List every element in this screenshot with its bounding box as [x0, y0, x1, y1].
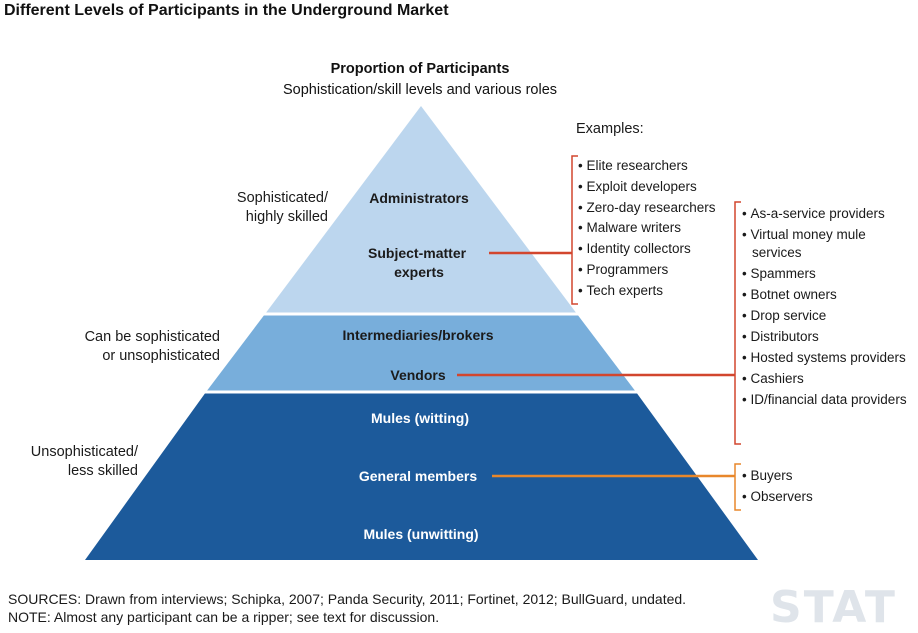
- pyramid-tier-middle: [206, 314, 636, 392]
- side-label-mixed: Can be sophisticated or unsophisticated: [84, 329, 220, 364]
- list-item: Hosted systems providers: [742, 349, 912, 367]
- list-item: Programmers: [578, 260, 716, 281]
- role-mules-unwitting: Mules (unwitting): [363, 526, 478, 542]
- role-subject-matter-experts: Subject-matter experts: [368, 245, 470, 280]
- list-item: Distributors: [742, 328, 912, 346]
- figure-title: Different Levels of Participants in the …: [4, 2, 449, 19]
- role-vendors: Vendors: [390, 367, 445, 383]
- note-text: NOTE: Almost any participant can be a ri…: [8, 609, 440, 625]
- sources-text: SOURCES: Drawn from interviews; Schipka,…: [8, 591, 687, 607]
- list-item: Observers: [742, 488, 912, 506]
- list-item: Tech experts: [578, 281, 716, 302]
- pyramid-tier-bottom: [85, 392, 758, 560]
- list-item: Botnet owners: [742, 286, 912, 304]
- sources-note: SOURCES: Drawn from interviews; Schipka,…: [8, 590, 686, 626]
- list-item: Malware writers: [578, 218, 716, 239]
- list-item: Identity collectors: [578, 239, 716, 260]
- list-item: Zero-day researchers: [578, 198, 715, 219]
- watermark: STAT: [770, 582, 897, 633]
- role-mules-witting: Mules (witting): [371, 410, 469, 426]
- list-item: Drop service: [742, 307, 912, 325]
- side-label-unsophisticated: Unsophisticated/less skilled: [30, 444, 138, 479]
- role-intermediaries-brokers: Intermediaries/brokers: [343, 327, 494, 343]
- list-item: Virtual money mule services: [742, 226, 912, 262]
- role-general-members: General members: [359, 468, 477, 484]
- role-administrators: Administrators: [369, 190, 469, 206]
- list-item: ID/financial data providers: [742, 391, 912, 409]
- list-item: Buyers: [742, 467, 912, 485]
- bracket-experts: [571, 155, 578, 305]
- list-item: As-a-service providers: [742, 205, 912, 223]
- list-item: Spammers: [742, 265, 912, 283]
- diagram-heading: Proportion of Participants: [331, 61, 510, 77]
- list-item: Elite researchers: [578, 156, 716, 177]
- vendors-examples-list: As-a-service providers Virtual money mul…: [742, 205, 912, 412]
- general-examples-list: Buyers Observers: [742, 467, 912, 509]
- list-item: Exploit developers: [578, 177, 716, 198]
- bracket-general: [734, 463, 741, 511]
- list-item: Cashiers: [742, 370, 912, 388]
- side-label-sophisticated: Sophisticated/highly skilled: [236, 190, 328, 225]
- experts-examples-list: Elite researchers Exploit developers Zer…: [578, 156, 716, 302]
- examples-heading: Examples:: [576, 121, 644, 137]
- pyramid-tier-top: [265, 106, 577, 314]
- diagram-subheading: Sophistication/skill levels and various …: [283, 82, 557, 98]
- bracket-vendors: [734, 201, 741, 445]
